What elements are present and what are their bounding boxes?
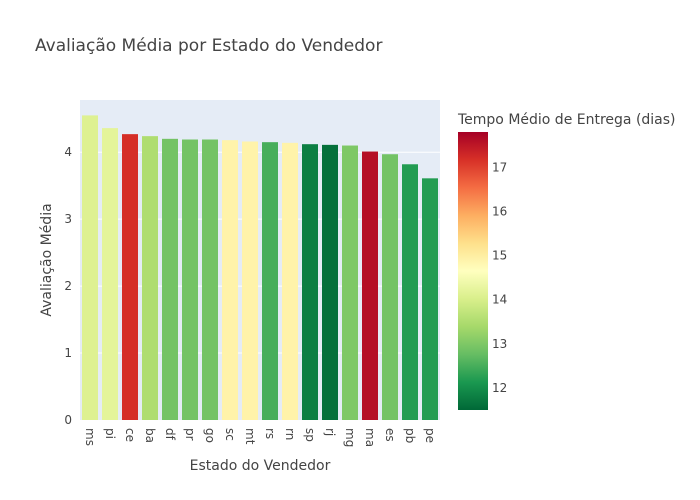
y-tick-label: 3 bbox=[64, 212, 72, 226]
plot-area bbox=[80, 100, 440, 420]
chart-title: Avaliação Média por Estado do Vendedor bbox=[35, 36, 382, 56]
x-tick-label: sc bbox=[223, 428, 237, 441]
colorbar-tick-label: 14 bbox=[492, 293, 507, 307]
x-tick-label: pr bbox=[183, 428, 197, 441]
bar-ba bbox=[142, 136, 158, 420]
bar-pr bbox=[182, 139, 198, 420]
bar-ma bbox=[362, 151, 378, 421]
bar-ms bbox=[82, 115, 98, 420]
x-ticks: ms pi ce ba df pr go sc mt rs rn sp rj mg ma es pb pe bbox=[83, 428, 437, 447]
bar-mg bbox=[342, 145, 358, 420]
x-tick-label: rj bbox=[323, 428, 337, 436]
colorbar-tick-label: 12 bbox=[492, 381, 507, 395]
x-tick-label: mg bbox=[343, 428, 357, 447]
bar-go bbox=[202, 139, 218, 420]
colorbar-tick-label: 16 bbox=[492, 204, 507, 218]
gridlines bbox=[80, 151, 440, 354]
x-tick-label: ba bbox=[143, 428, 157, 443]
x-tick-label: ms bbox=[83, 428, 97, 446]
bar-rn bbox=[282, 142, 298, 420]
colorbar-title: Tempo Médio de Entrega (dias) bbox=[457, 112, 676, 128]
bars bbox=[82, 115, 438, 421]
x-tick-label: ma bbox=[363, 428, 377, 447]
colorbar bbox=[458, 132, 488, 410]
x-tick-label: es bbox=[383, 428, 397, 442]
x-tick-label: df bbox=[163, 428, 177, 441]
bar-rj bbox=[322, 144, 338, 420]
x-tick-label: mt bbox=[243, 428, 257, 445]
y-tick-label: 4 bbox=[64, 145, 72, 159]
bar-pi bbox=[102, 128, 118, 420]
x-tick-label: rn bbox=[283, 428, 297, 440]
bar-rs bbox=[262, 142, 278, 421]
colorbar-tick-label: 15 bbox=[492, 249, 507, 263]
bar-pb bbox=[402, 164, 418, 420]
bar-es bbox=[382, 154, 398, 420]
x-tick-label: go bbox=[203, 428, 217, 443]
x-tick-label: pb bbox=[403, 428, 417, 443]
y-axis-title: Avaliação Média bbox=[39, 203, 55, 316]
x-axis-title: Estado do Vendedor bbox=[190, 458, 331, 474]
x-tick-label: pe bbox=[423, 428, 437, 443]
y-tick-label: 0 bbox=[64, 413, 72, 427]
colorbar-ticks: 12 13 14 15 16 17 bbox=[492, 160, 507, 395]
bar-mt bbox=[242, 141, 258, 420]
colorbar-tick-label: 13 bbox=[492, 337, 507, 351]
y-tick-label: 1 bbox=[64, 346, 72, 360]
colorbar-tick-label: 17 bbox=[492, 160, 507, 174]
x-tick-label: ce bbox=[123, 428, 137, 442]
bar-sc bbox=[222, 140, 238, 420]
bar-df bbox=[162, 138, 178, 421]
x-tick-label: pi bbox=[103, 428, 117, 439]
x-tick-label: rs bbox=[263, 428, 277, 439]
bar-pe bbox=[422, 178, 438, 420]
bar-ce bbox=[122, 134, 138, 420]
y-ticks: 0 1 2 3 4 bbox=[64, 145, 72, 427]
y-tick-label: 2 bbox=[64, 279, 72, 293]
bar-sp bbox=[302, 144, 318, 421]
x-tick-label: sp bbox=[303, 428, 317, 442]
